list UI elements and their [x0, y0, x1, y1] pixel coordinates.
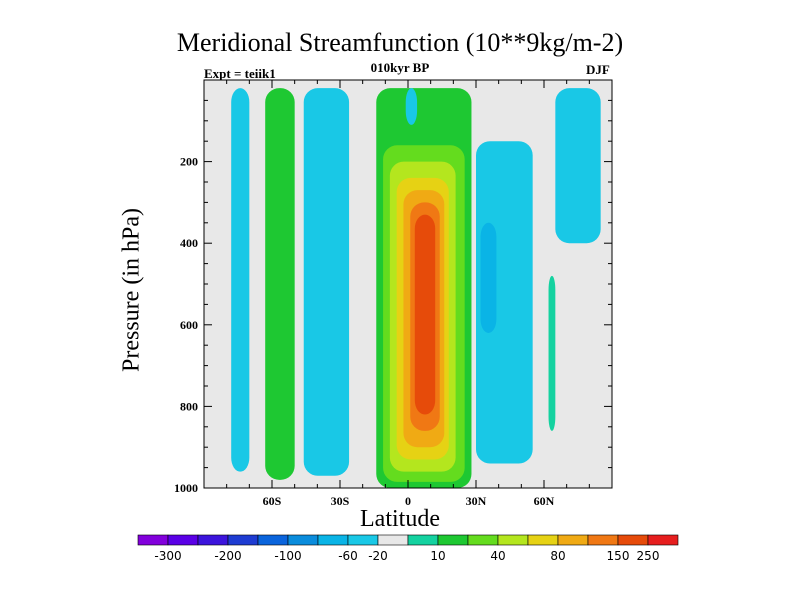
colorbar-swatch: [467, 534, 499, 546]
y-tick-label: 400: [180, 236, 198, 250]
x-tick-label: 60N: [534, 494, 555, 508]
colorbar-label: 150: [607, 549, 630, 563]
y-tick-label: 1000: [174, 481, 198, 495]
colorbar-swatch: [437, 534, 469, 546]
y-tick-label: 200: [180, 155, 198, 169]
x-tick-label: 0: [405, 494, 411, 508]
colorbar-label: -20: [368, 549, 388, 563]
colorbar-swatch: [197, 534, 229, 546]
colorbar-swatch: [527, 534, 559, 546]
colorbar-swatch: [377, 534, 409, 546]
colorbar-label: -100: [274, 549, 301, 563]
colorbar-swatch: [617, 534, 649, 546]
colorbar-swatch: [167, 534, 199, 546]
y-tick-label: 800: [180, 399, 198, 413]
colorbar-swatch: [497, 534, 529, 546]
x-tick-label: 30N: [466, 494, 487, 508]
cell-north-40n: [476, 141, 533, 464]
contour-fills: [231, 88, 601, 488]
chart-title: Meridional Streamfunction (10**9kg/m-2): [176, 28, 624, 57]
colorbar-swatch: [407, 534, 439, 546]
cell-north-75n: [555, 88, 601, 244]
colorbar-label: 10: [430, 549, 445, 563]
x-tick-label: 60S: [263, 494, 282, 508]
experiment-label: Expt = teiik1: [204, 66, 276, 81]
colorbar: -300 -200 -100 -60 -20 10 40 80 150 250: [137, 534, 679, 563]
colorbar-swatch: [647, 534, 679, 546]
colorbar-label: 40: [490, 549, 505, 563]
season-label: DJF: [586, 62, 610, 77]
colorbar-swatch: [317, 534, 349, 546]
hadley-band-7: [414, 214, 436, 415]
cell-north-40n-core: [480, 222, 497, 333]
cell-north-65n-strip: [548, 275, 556, 431]
colorbar-swatch: [227, 534, 259, 546]
x-axis-label: Latitude: [360, 506, 440, 532]
cell-south-70s: [231, 88, 250, 472]
y-tick-label: 600: [180, 318, 198, 332]
colorbar-label: -300: [154, 549, 181, 563]
cell-north-5n-top: [405, 88, 418, 125]
colorbar-label: 80: [550, 549, 565, 563]
axes: 60S 30S 0 30N 60N 200 400 600 800 1000: [174, 80, 612, 508]
colorbar-swatch: [347, 534, 379, 546]
colorbar-swatch: [257, 534, 289, 546]
colorbar-swatch: [587, 534, 619, 546]
colorbar-label: -200: [214, 549, 241, 563]
cell-south-55s: [265, 88, 295, 480]
chart-subtitle: 010kyr BP: [370, 60, 430, 75]
colorbar-swatch: [137, 534, 169, 546]
cell-south-40s: [303, 88, 350, 476]
colorbar-swatch: [557, 534, 589, 546]
colorbar-swatch: [287, 534, 319, 546]
colorbar-label: -60: [338, 549, 358, 563]
colorbar-label: 250: [637, 549, 660, 563]
x-tick-label: 30S: [331, 494, 350, 508]
